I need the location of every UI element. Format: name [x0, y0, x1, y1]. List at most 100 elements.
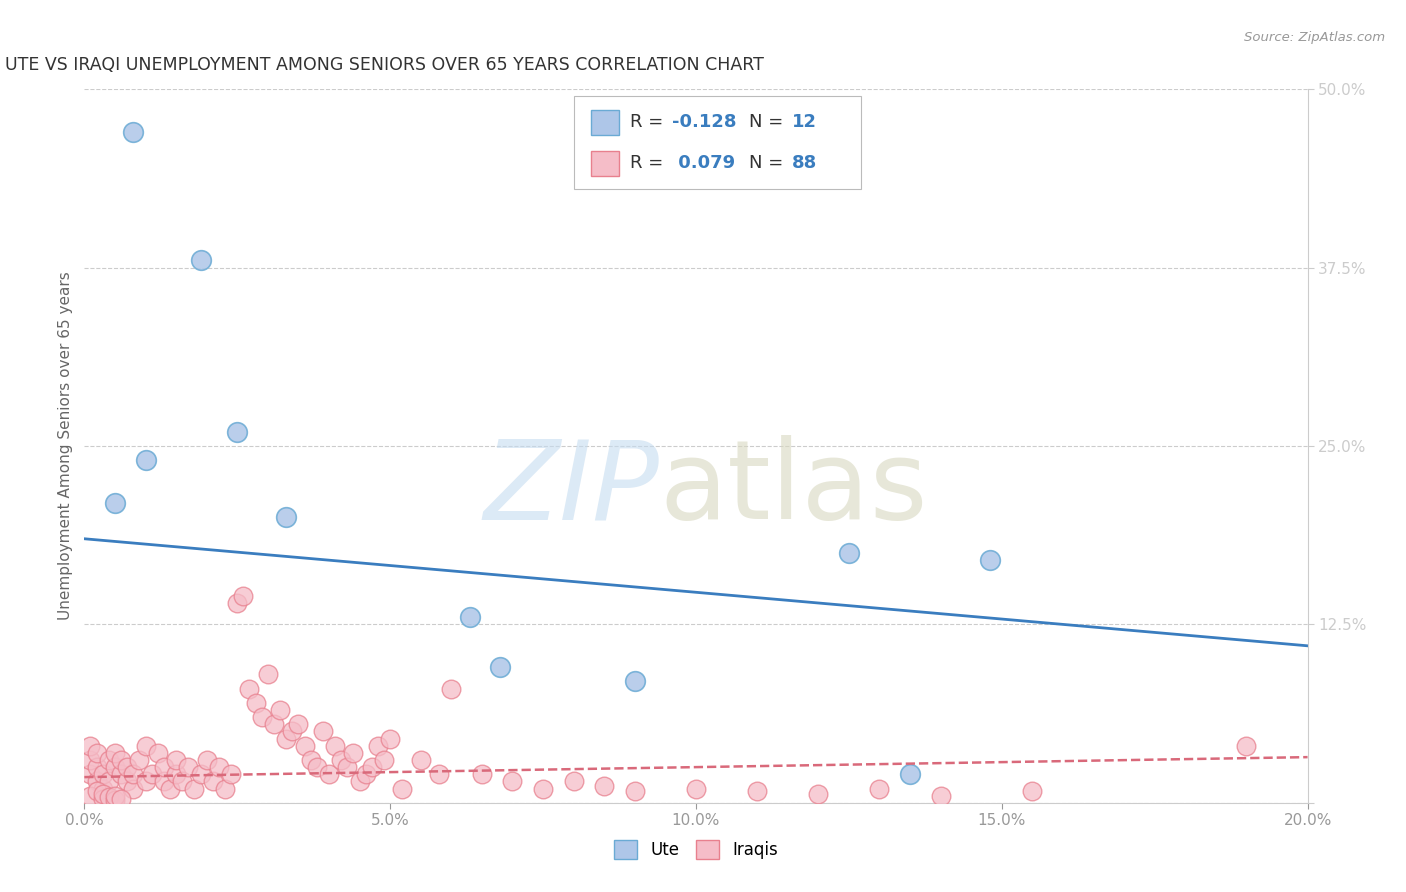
- Point: [172, 774, 194, 789]
- Point: [201, 774, 224, 789]
- Point: [312, 724, 335, 739]
- Point: [190, 767, 212, 781]
- Point: [427, 767, 450, 781]
- Point: [115, 774, 138, 789]
- Point: [838, 546, 860, 560]
- Point: [122, 781, 145, 796]
- Point: [91, 767, 114, 781]
- Text: Source: ZipAtlas.com: Source: ZipAtlas.com: [1244, 31, 1385, 45]
- Point: [562, 774, 585, 789]
- Point: [86, 784, 108, 798]
- Point: [135, 739, 157, 753]
- Point: [141, 767, 163, 781]
- Point: [342, 746, 364, 760]
- Point: [79, 767, 101, 781]
- Point: [869, 781, 891, 796]
- Point: [391, 781, 413, 796]
- Point: [593, 779, 616, 793]
- Point: [276, 731, 298, 746]
- Point: [624, 674, 647, 689]
- Point: [104, 746, 127, 760]
- Text: -0.128: -0.128: [672, 113, 737, 131]
- Point: [531, 781, 554, 796]
- Text: 12: 12: [792, 113, 817, 131]
- Point: [208, 760, 231, 774]
- Point: [177, 760, 200, 774]
- Point: [489, 660, 512, 674]
- Point: [458, 610, 481, 624]
- Text: 88: 88: [792, 154, 817, 172]
- Point: [214, 781, 236, 796]
- Point: [263, 717, 285, 731]
- Text: N =: N =: [749, 154, 789, 172]
- Point: [135, 453, 157, 467]
- Point: [1021, 784, 1043, 798]
- Point: [91, 791, 114, 805]
- Point: [330, 753, 353, 767]
- Point: [79, 753, 101, 767]
- Point: [440, 681, 463, 696]
- Point: [360, 760, 382, 774]
- Point: [165, 767, 187, 781]
- Point: [979, 553, 1001, 567]
- Point: [97, 790, 120, 805]
- Point: [807, 787, 830, 801]
- Point: [238, 681, 260, 696]
- Point: [294, 739, 316, 753]
- Point: [245, 696, 267, 710]
- Point: [153, 760, 176, 774]
- Point: [1236, 739, 1258, 753]
- Point: [190, 253, 212, 268]
- Point: [305, 760, 328, 774]
- Text: R =: R =: [630, 113, 669, 131]
- Point: [97, 753, 120, 767]
- Point: [97, 774, 120, 789]
- Point: [373, 753, 395, 767]
- Point: [349, 774, 371, 789]
- Point: [115, 760, 138, 774]
- Point: [159, 781, 181, 796]
- Point: [226, 596, 249, 610]
- Point: [747, 784, 769, 798]
- Point: [110, 767, 132, 781]
- Point: [91, 787, 114, 801]
- Point: [929, 789, 952, 803]
- Point: [269, 703, 291, 717]
- Point: [183, 781, 205, 796]
- Text: atlas: atlas: [659, 435, 928, 542]
- Point: [110, 753, 132, 767]
- Point: [898, 767, 921, 781]
- Point: [110, 791, 132, 805]
- Point: [135, 774, 157, 789]
- Point: [219, 767, 242, 781]
- Text: R =: R =: [630, 154, 669, 172]
- Point: [354, 767, 377, 781]
- Point: [128, 753, 150, 767]
- Point: [685, 781, 707, 796]
- Point: [86, 760, 108, 774]
- Point: [257, 667, 280, 681]
- Point: [380, 731, 402, 746]
- Text: UTE VS IRAQI UNEMPLOYMENT AMONG SENIORS OVER 65 YEARS CORRELATION CHART: UTE VS IRAQI UNEMPLOYMENT AMONG SENIORS …: [4, 56, 763, 74]
- Point: [146, 746, 169, 760]
- Point: [287, 717, 309, 731]
- Point: [276, 510, 298, 524]
- Legend: Ute, Iraqis: Ute, Iraqis: [607, 833, 785, 866]
- Point: [79, 739, 101, 753]
- Text: N =: N =: [749, 113, 789, 131]
- Point: [409, 753, 432, 767]
- Point: [299, 753, 322, 767]
- Text: 0.079: 0.079: [672, 154, 735, 172]
- Point: [318, 767, 340, 781]
- Point: [624, 784, 647, 798]
- Point: [165, 753, 187, 767]
- Point: [250, 710, 273, 724]
- Point: [471, 767, 494, 781]
- Point: [91, 781, 114, 796]
- Point: [104, 496, 127, 510]
- Point: [502, 774, 524, 789]
- Point: [104, 789, 127, 803]
- Text: ZIP: ZIP: [484, 435, 659, 542]
- Point: [195, 753, 218, 767]
- Point: [232, 589, 254, 603]
